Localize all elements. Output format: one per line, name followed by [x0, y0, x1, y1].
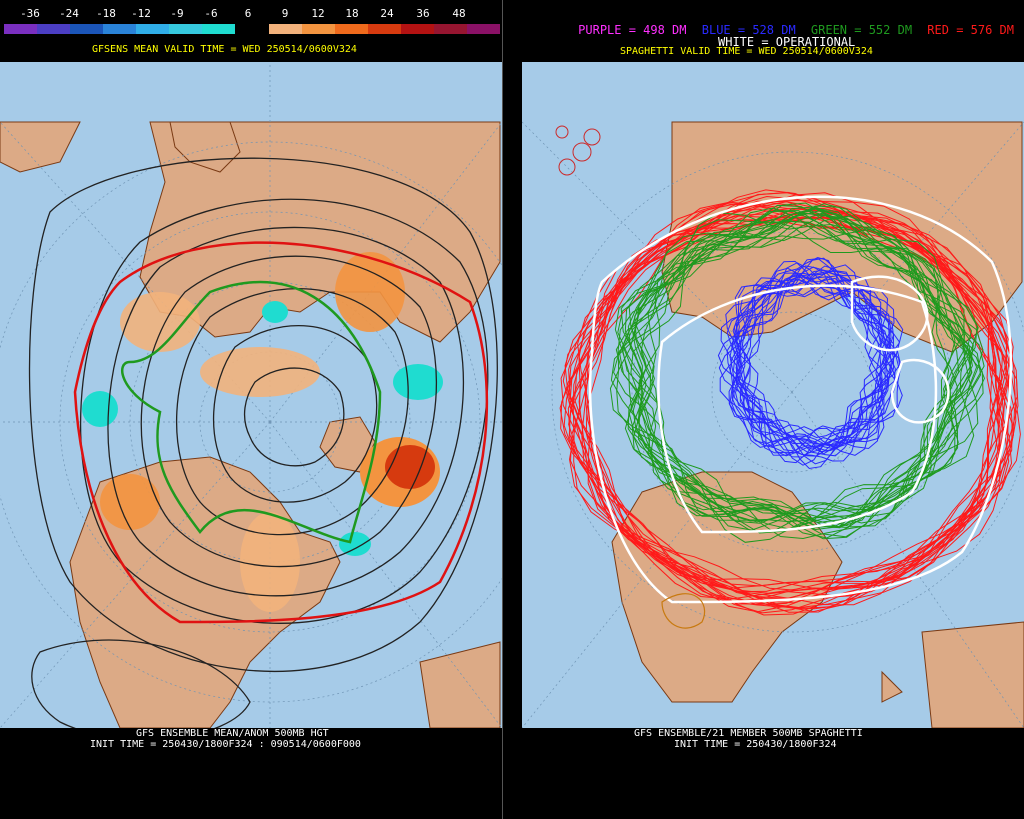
legend-green: GREEN = 552 DM	[810, 23, 913, 37]
legend-label: 18	[345, 7, 359, 20]
legend-label: -12	[131, 7, 151, 20]
spaghetti-contour	[568, 209, 1011, 613]
spaghetti-contour	[577, 192, 1018, 591]
caribbean	[881, 670, 903, 703]
mean-title: GFS ENSEMBLE MEAN/ANOM 500MB HGT	[136, 728, 329, 739]
spaghetti-init-time: INIT TIME = 250430/1800F324	[674, 739, 837, 750]
south-america-edge	[921, 621, 1024, 728]
anomaly-color-bar	[4, 24, 500, 34]
legend-swatch	[4, 24, 38, 34]
south-america-edge	[419, 641, 501, 728]
legend-label: 36	[416, 7, 430, 20]
legend-swatch	[103, 24, 137, 34]
spaghetti-contour	[742, 286, 901, 462]
spaghetti-contour	[635, 203, 985, 529]
legend-label: -18	[96, 7, 116, 20]
spaghetti-contour	[574, 195, 1014, 594]
green-552-contours	[609, 202, 985, 543]
spaghetti-panel: PURPLE = 498 DM BLUE = 528 DM GREEN = 55…	[522, 0, 1024, 819]
spaghetti-contour	[734, 269, 896, 450]
operational-label: WHITE = OPERATIONAL	[718, 35, 856, 49]
spaghetti-contour	[616, 219, 950, 523]
ensemble-mean-panel: -36 -24 -18 -12 -9 -6 6 9 12 18 24 36 48…	[0, 0, 502, 819]
spaghetti-title: GFS ENSEMBLE/21 MEMBER 500MB SPAGHETTI	[634, 728, 863, 739]
panel-divider	[502, 0, 523, 819]
legend-label: 9	[281, 7, 289, 20]
legend-swatch	[136, 24, 170, 34]
graticule	[0, 62, 502, 728]
blue-528-contours	[717, 256, 904, 470]
legend-label: 6	[244, 7, 252, 20]
mean-valid-time: GFSENS MEAN VALID TIME = WED 250514/0600…	[92, 44, 357, 55]
spaghetti-contour	[637, 228, 979, 540]
legend-swatch	[202, 24, 236, 34]
spaghetti-contour	[630, 219, 975, 534]
mean-init-time: INIT TIME = 250430/1800F324 : 090514/060…	[90, 739, 361, 750]
legend-swatch	[367, 24, 401, 34]
legend-swatch	[400, 24, 434, 34]
red-576-contours	[559, 189, 1021, 616]
spaghetti-contour	[615, 210, 966, 531]
ensemble-mean-map	[0, 62, 502, 728]
legend-swatch	[37, 24, 71, 34]
legend-swatch	[70, 24, 104, 34]
legend-label: 48	[452, 7, 466, 20]
orange-loop	[661, 593, 706, 629]
height-anomalies	[82, 252, 443, 612]
legend-label: -24	[59, 7, 79, 20]
spaghetti-legend: PURPLE = 498 DM BLUE = 528 DM GREEN = 55…	[570, 23, 1014, 37]
spaghetti-contour	[726, 276, 885, 457]
legend-swatch	[268, 24, 302, 34]
spaghetti-contour	[609, 212, 959, 530]
operational-contours	[588, 195, 1013, 604]
spaghetti-contour	[581, 217, 1016, 610]
legend-label: -9	[170, 7, 184, 20]
spaghetti-contour	[725, 256, 889, 439]
legend-label: 24	[380, 7, 394, 20]
contour-576	[73, 241, 489, 624]
legend-blue: BLUE = 528 DM	[701, 23, 796, 37]
spaghetti-contour	[563, 201, 1001, 600]
legend-swatch	[433, 24, 467, 34]
small-red-loops	[555, 125, 601, 176]
spaghetti-contour	[729, 270, 883, 446]
spaghetti-contour	[568, 192, 1008, 587]
contour-552	[121, 281, 382, 544]
legend-swatch	[334, 24, 368, 34]
spaghetti-contour	[624, 209, 973, 524]
spaghetti-contour	[628, 215, 984, 539]
legend-purple: PURPLE = 498 DM	[578, 23, 687, 37]
west-landmass	[0, 121, 81, 173]
legend-red: RED = 576 DM	[927, 23, 1014, 37]
spaghetti-contour	[564, 191, 1002, 589]
spaghetti-contour	[735, 258, 904, 444]
legend-swatch	[235, 24, 269, 34]
spaghetti-map	[522, 62, 1024, 728]
height-contours	[28, 157, 498, 728]
spaghetti-contour	[732, 257, 900, 449]
legend-label: 12	[311, 7, 325, 20]
anomaly-legend-labels: -36 -24 -18 -12 -9 -6 6 9 12 18 24 36 48	[0, 7, 502, 21]
legend-label: -36	[20, 7, 40, 20]
legend-label: -6	[204, 7, 218, 20]
legend-swatch	[301, 24, 335, 34]
legend-swatch	[466, 24, 500, 34]
legend-swatch	[169, 24, 203, 34]
spaghetti-contour	[729, 274, 895, 458]
spaghetti-valid-time: SPAGHETTI VALID TIME = WED 250514/0600V3…	[620, 46, 873, 57]
spaghetti-contour	[614, 210, 960, 520]
